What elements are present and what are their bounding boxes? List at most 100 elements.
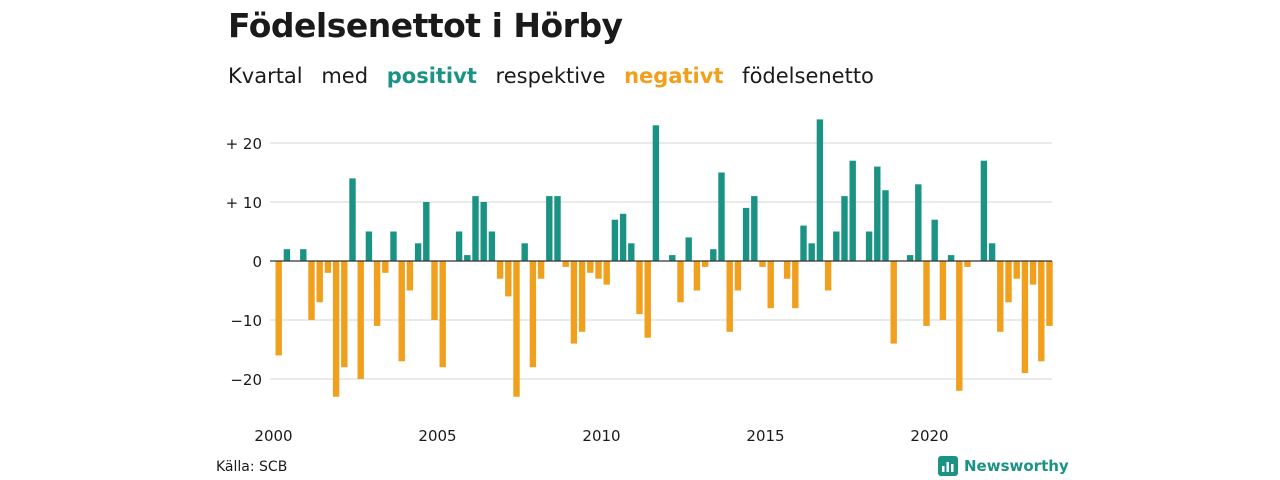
bar-negative [644,261,651,338]
bar-positive [480,202,487,261]
bar-negative [693,261,701,291]
bar-positive [414,243,422,261]
bar-negative [595,261,602,279]
bar-positive [611,219,619,261]
subtitle-word: födelsenetto [742,64,874,88]
chart-title: Födelsenettot i Hörby [228,6,623,45]
x-tick-label: 2015 [746,427,784,445]
chart-subtitle: Kvartal med positivt respektive negativt… [228,64,886,88]
bar-positive [841,196,848,261]
subtitle-word: med [321,64,369,88]
bar-positive [464,255,471,261]
bar-positive [931,219,938,261]
subtitle-negative-label: negativt [624,64,724,88]
bar-negative [1013,261,1020,279]
x-tick-label: 2005 [418,427,456,445]
bar-positive [947,255,955,261]
y-tick-label: −20 [230,371,262,389]
bar-positive [619,213,627,261]
bar-positive [283,249,291,261]
bar-negative [529,261,537,368]
bar-positive [874,166,881,261]
bar-positive [849,160,856,261]
y-tick-label: + 10 [226,194,262,212]
bar-positive [423,202,430,261]
bar-negative [964,261,971,267]
bar-positive [915,184,922,261]
bar-negative [332,261,340,397]
bar-positive [808,243,815,261]
bar-negative [603,261,610,285]
bar-positive [906,255,914,261]
y-tick-label: + 20 [226,135,262,153]
bar-positive [751,196,758,261]
bar-positive [718,172,725,261]
bar-positive [300,249,307,261]
source-label: Källa: SCB [216,459,288,475]
bar-positive [800,225,807,261]
bar-positive [882,190,889,261]
bar-negative [677,261,684,303]
bar-negative [890,261,897,344]
bar-positive [472,196,479,261]
bar-negative [726,261,733,332]
bar-negative [275,261,282,356]
bar-negative [923,261,930,326]
bar-negative [587,261,594,273]
brand-name: Newsworthy [964,457,1069,475]
bar-negative [324,261,332,273]
bar-positive [628,243,635,261]
bar-positive [816,119,824,262]
bar-negative [505,261,512,297]
bar-negative [357,261,364,379]
bar-negative [636,261,643,315]
bar-negative [513,261,520,397]
y-tick-label: 0 [252,253,262,271]
bar-positive [521,243,528,261]
bar-negative [439,261,446,368]
bar-negative [308,261,315,320]
bar-negative [1038,261,1045,362]
chart-logo-icon [938,456,958,476]
bar-negative [537,261,545,279]
bar-negative [1021,261,1029,374]
x-tick-label: 2020 [910,427,948,445]
bar-negative [701,261,709,267]
y-tick-label: −10 [230,312,262,330]
bar-positive [488,231,496,261]
bar-negative [824,261,832,291]
bar-positive [455,231,463,261]
bar-positive [742,207,750,261]
bar-negative [734,261,742,291]
bar-positive [980,160,988,261]
bar-positive [710,249,717,261]
bar-negative [939,261,947,320]
x-tick-label: 2010 [582,427,620,445]
subtitle-word: Kvartal [228,64,303,88]
bar-negative [1046,261,1053,326]
bar-positive [546,196,553,261]
bar-positive [669,255,676,261]
subtitle-positive-label: positivt [386,64,477,88]
bar-negative [783,261,791,279]
bar-negative [373,261,381,326]
bar-negative [759,261,766,267]
bar-negative [578,261,586,332]
bar-negative [767,261,774,309]
bar-positive [652,125,660,261]
bar-negative [792,261,799,309]
bar-negative [398,261,405,362]
bar-positive [865,231,873,261]
bar-negative [562,261,569,267]
bar-negative [431,261,438,320]
bar-negative [382,261,389,273]
bar-positive [988,243,996,261]
x-tick-label: 2000 [254,427,292,445]
bar-negative [956,261,963,391]
bar-negative [997,261,1004,332]
brand-logo: Newsworthy [938,456,1069,476]
bar-positive [365,231,373,261]
bar-negative [1005,261,1012,303]
subtitle-word: respektive [495,64,606,88]
